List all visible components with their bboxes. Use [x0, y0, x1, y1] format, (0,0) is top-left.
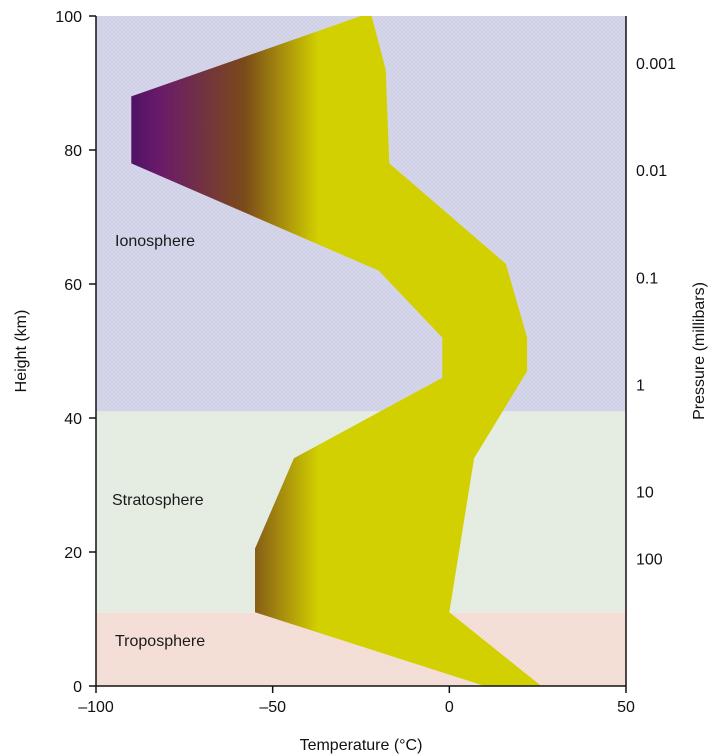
layer-label-stratosphere: Stratosphere [112, 492, 204, 509]
y-axis-title: Height (km) [13, 310, 30, 393]
x-tick-label: 50 [617, 699, 635, 716]
x-tick-label: –100 [78, 699, 114, 716]
pressure-tick-label: 1 [636, 378, 645, 395]
pressure-tick-label: 10 [636, 485, 654, 502]
y-tick-label: 40 [64, 411, 82, 428]
y-tick-label: 80 [64, 143, 82, 160]
pressure-tick-label: 0.1 [636, 270, 658, 287]
layer-labels: Troposphere Stratosphere Ionosphere [112, 233, 205, 650]
x-tick-label: –50 [259, 699, 286, 716]
pressure-axis-title: Pressure (millibars) [691, 282, 708, 420]
temperature-band [131, 16, 542, 686]
axes: –100 –50 0 50 0 20 40 60 80 100 0.001 0.01 0.1 1 10 100 [55, 9, 676, 716]
pressure-tick-label: 100 [636, 552, 663, 569]
x-axis-title: Temperature (°C) [300, 737, 423, 754]
y-tick-label: 0 [73, 679, 82, 696]
temperature-band-shape [131, 16, 542, 686]
layer-label-troposphere: Troposphere [115, 633, 205, 650]
y-tick-label: 20 [64, 545, 82, 562]
pressure-tick-label: 0.001 [636, 56, 676, 73]
x-tick-label: 0 [445, 699, 454, 716]
pressure-tick-label: 0.01 [636, 163, 667, 180]
y-tick-label: 100 [55, 9, 82, 26]
y-tick-label: 60 [64, 277, 82, 294]
layer-label-ionosphere: Ionosphere [115, 233, 195, 250]
